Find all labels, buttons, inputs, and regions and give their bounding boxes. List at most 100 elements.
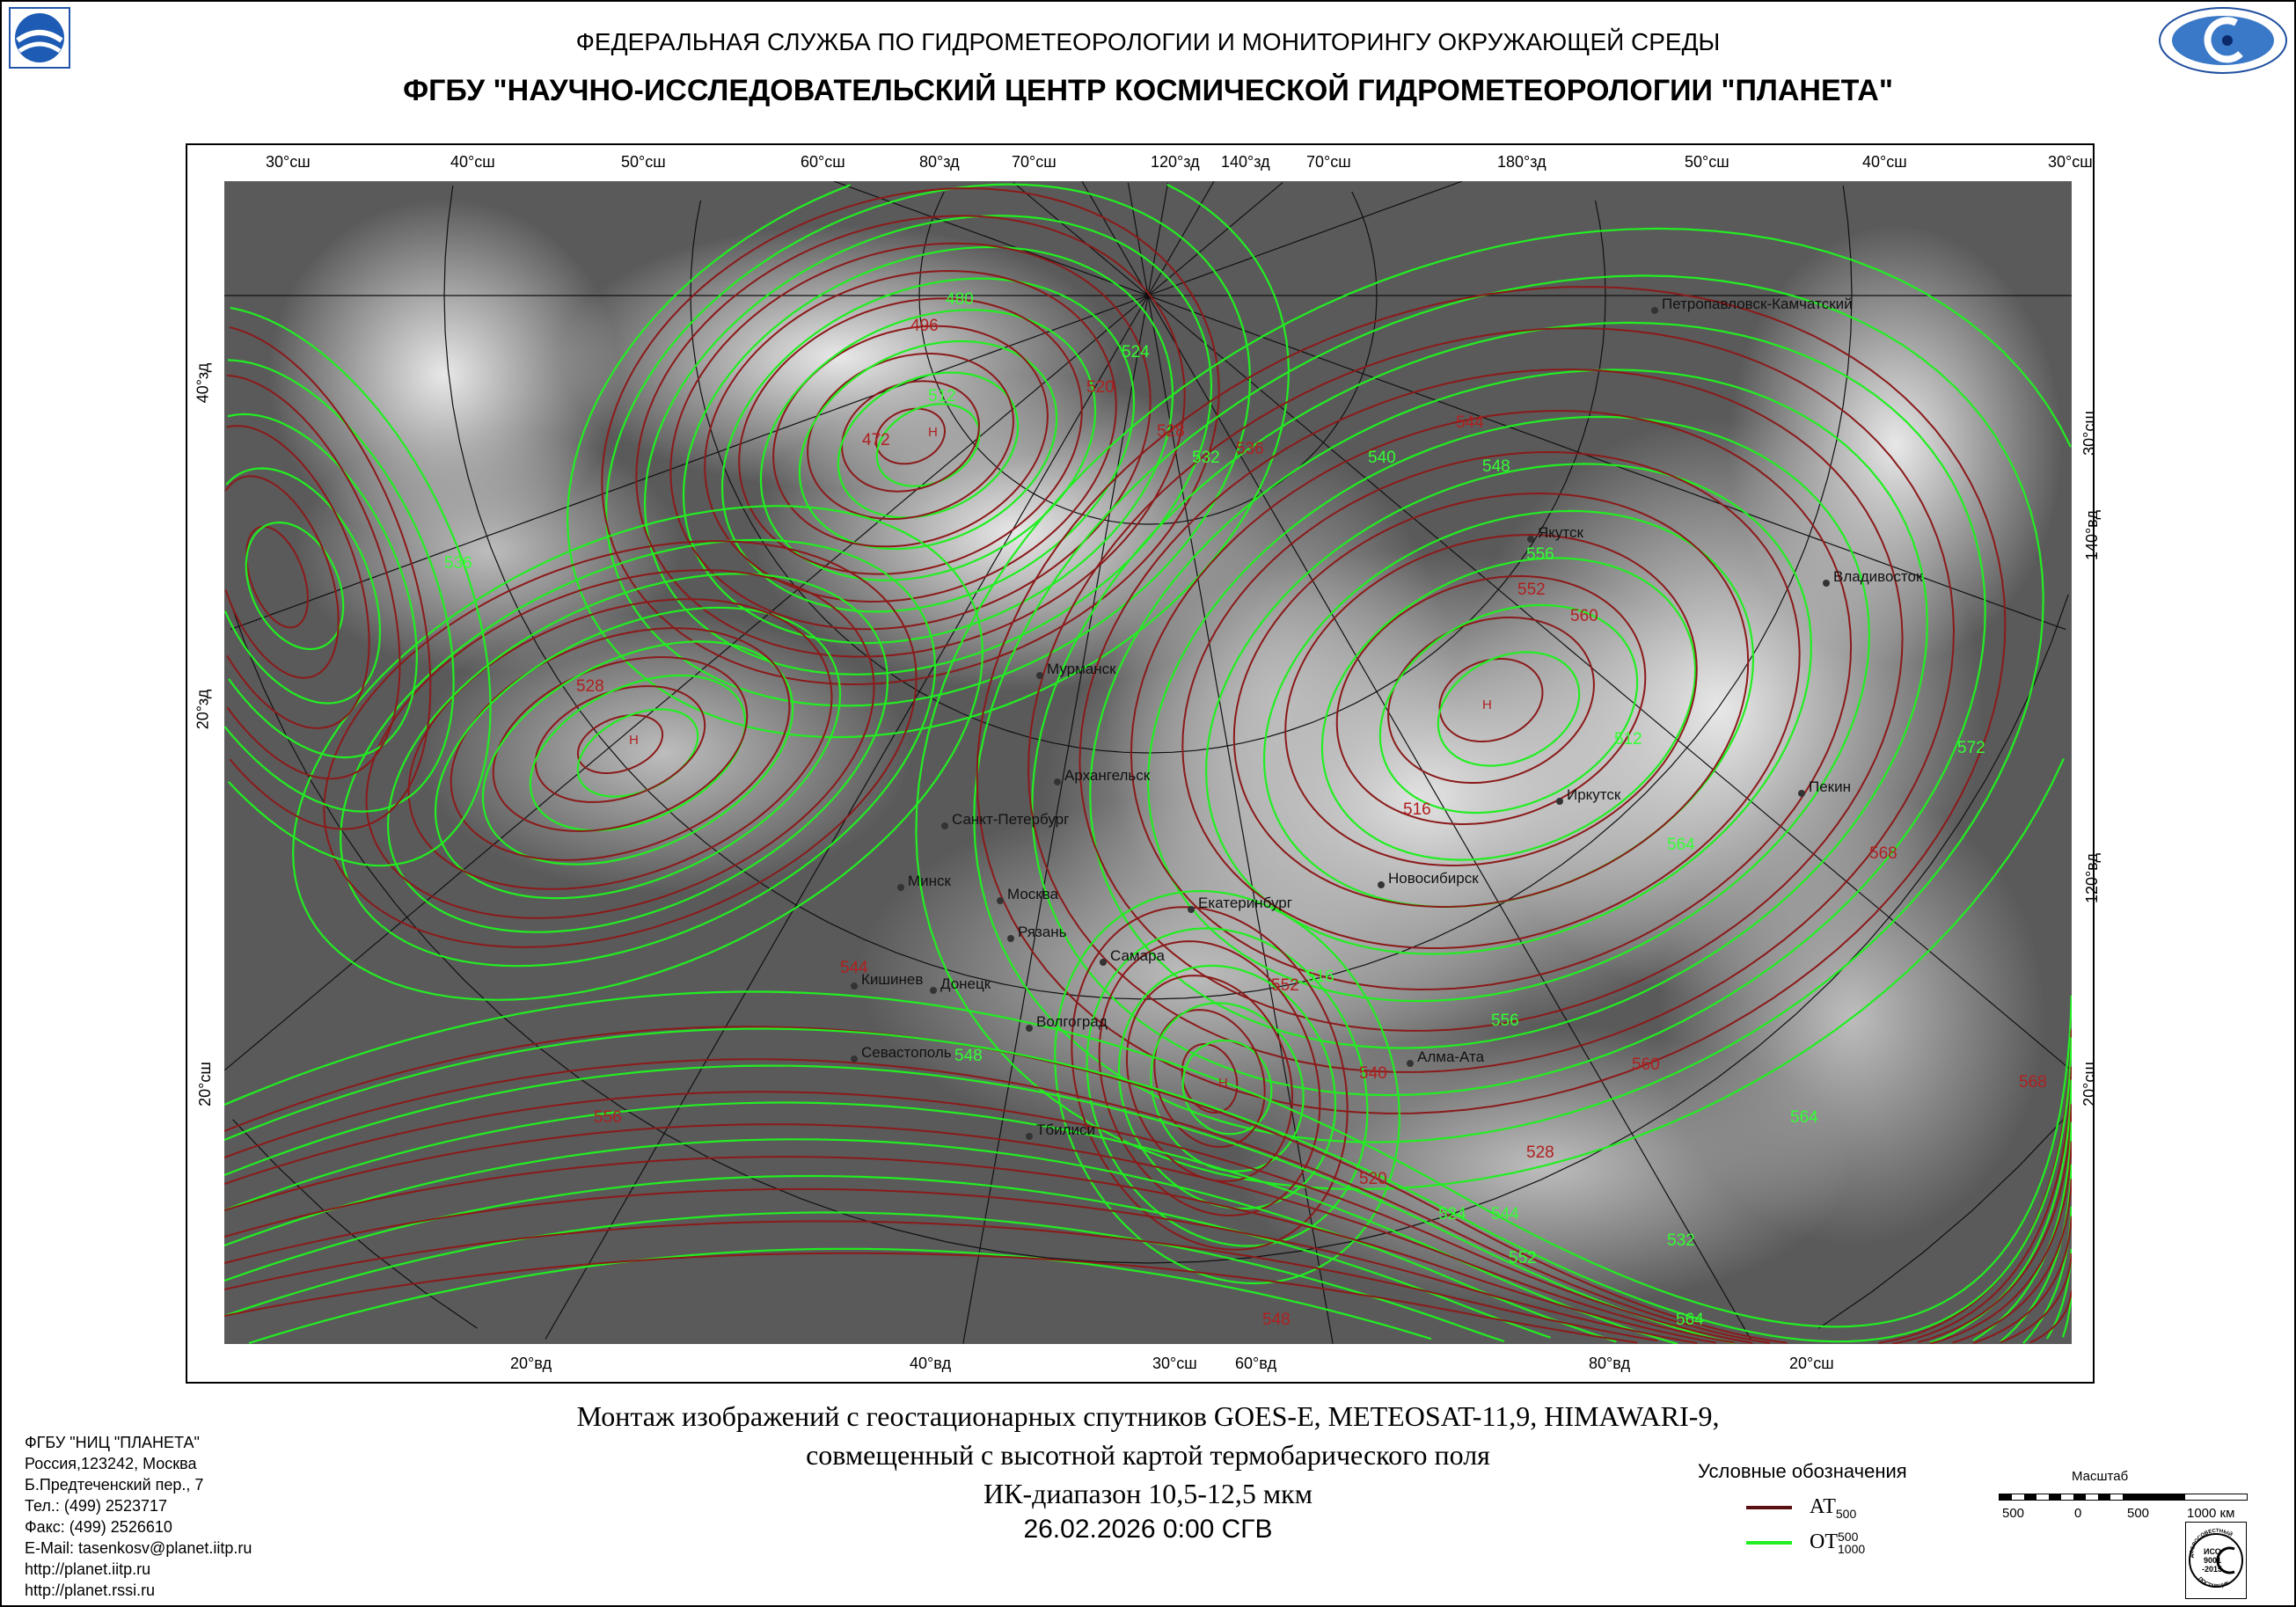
- grid-label-right: 140°вд: [2083, 509, 2102, 561]
- at500-isohypse: [224, 1091, 2072, 1344]
- city-marker: [1100, 959, 1107, 966]
- city-marker: [1054, 778, 1061, 785]
- ot-isoline: [798, 340, 1058, 551]
- city-label: Тбилиси: [1036, 1121, 1095, 1138]
- ot-isoline: [224, 467, 381, 705]
- city-label: Донецк: [940, 975, 991, 992]
- at500-isohypse: [807, 353, 1014, 520]
- city-label: Архангельск: [1064, 767, 1151, 784]
- at500-isohypse: [407, 598, 833, 890]
- at500-value-label: 544: [840, 959, 868, 977]
- at500-isohypse: [704, 269, 1117, 603]
- website-link-1[interactable]: http://planet.iitp.ru: [25, 1560, 151, 1578]
- ot-value-label: 556: [1491, 1012, 1519, 1030]
- ot-isoline: [227, 306, 492, 867]
- city-marker: [1556, 798, 1563, 805]
- city-label: Владивосток: [1833, 568, 1923, 585]
- roshydromet-logo: [9, 7, 70, 69]
- grid-label-top: 40°сш: [1862, 153, 1907, 171]
- at500-isohypse: [1284, 533, 1698, 867]
- address-street: Б.Предтеченский пер., 7: [25, 1476, 204, 1494]
- caption-line-3: ИК-диапазон 10,5-12,5 мкм: [983, 1478, 1313, 1509]
- grid-label-top: 50°сш: [1685, 153, 1729, 171]
- ot-value-label: 544: [1491, 1205, 1519, 1224]
- at500-line-swatch: [1746, 1506, 1792, 1510]
- ot-value-label: 540: [1368, 449, 1396, 467]
- grid-label-right: 120°вд: [2083, 852, 2102, 904]
- at500-value-label: 568: [1869, 844, 1897, 863]
- city-label: Мурманск: [1047, 661, 1116, 677]
- agency-title: ФЕДЕРАЛЬНАЯ СЛУЖБА ПО ГИДРОМЕТЕОРОЛОГИИ …: [575, 28, 1721, 55]
- meridian: [1147, 181, 1283, 296]
- cloud: [295, 427, 682, 674]
- at500-isohypse: [450, 627, 791, 861]
- cloud-layer: [268, 199, 2063, 1307]
- email[interactable]: E-Mail: tasenkosv@planet.iitp.ru: [25, 1539, 252, 1557]
- scale-bar-left: [1999, 1494, 2124, 1501]
- ot-isoline: [566, 183, 1291, 739]
- ot-isoline: [224, 359, 455, 813]
- website-link-2[interactable]: http://planet.rssi.ru: [25, 1581, 156, 1599]
- at500-isohypse: [1071, 906, 1349, 1251]
- ot-value-label: 556: [1526, 545, 1554, 564]
- city-marker: [1527, 536, 1534, 543]
- at500-isohypse: [224, 1156, 2072, 1344]
- city-marker: [930, 987, 937, 994]
- city-label: Москва: [1007, 886, 1059, 902]
- at500-value-label: 544: [1456, 413, 1484, 432]
- at500-value-label: 552: [1517, 581, 1546, 599]
- at500-isohypse: [772, 325, 1049, 548]
- ot-isoline: [604, 183, 1252, 707]
- at500-isohypse: [1232, 492, 1750, 909]
- meridian: [833, 181, 1149, 296]
- at500-isohypse: [245, 525, 309, 629]
- contour-layer: [224, 183, 2072, 1344]
- meridian: [1081, 181, 1149, 296]
- grid-label-top: 40°сш: [450, 153, 495, 171]
- at500-value-label: 528: [1526, 1143, 1554, 1162]
- address-city: Россия,123242, Москва: [25, 1455, 197, 1472]
- ot-value-label: 512: [928, 387, 956, 405]
- ot-isoline: [224, 1027, 2072, 1343]
- ot-value-label: 548: [1482, 457, 1510, 476]
- at500-isohypse: [1387, 617, 1595, 784]
- city-marker: [851, 982, 858, 990]
- map-date: 26.02.2026 0:00 СГВ: [1023, 1515, 1273, 1544]
- iso-text: -2015: [2202, 1565, 2222, 1574]
- satellite-map[interactable]: Мурманск Архангельск Санкт-Петербург Минск М…: [224, 181, 2072, 1344]
- at500-isohypse: [1079, 369, 1904, 1032]
- city-label: Рязань: [1018, 924, 1067, 940]
- parallel: [918, 191, 1378, 525]
- caption-line-1: Монтаж изображений с геостационарных спу…: [576, 1400, 1720, 1432]
- city-label: Екатеринбург: [1198, 895, 1292, 911]
- scale-tick: 0: [2074, 1506, 2082, 1521]
- at500-isohypse: [976, 286, 2007, 1114]
- at500-isohypse: [224, 475, 340, 679]
- ot-isoline: [224, 1138, 2072, 1343]
- at500-isohypse: [1130, 409, 1853, 991]
- grid-label-bottom: 20°вд: [510, 1355, 552, 1372]
- meridian: [1147, 182, 1169, 296]
- meridian: [1147, 295, 2072, 1071]
- ot-isoline: [291, 505, 984, 1001]
- grid-label-bottom: 20°сш: [1789, 1355, 1834, 1372]
- at500-isohypse: [226, 374, 401, 780]
- ot-value-label: 532: [1667, 1231, 1695, 1250]
- city-marker: [1798, 790, 1805, 797]
- city-label: Алма-Ата: [1417, 1048, 1485, 1065]
- ot-value-label: 572: [1957, 739, 1985, 757]
- ot-value-label: 564: [1790, 1108, 1818, 1127]
- city-marker: [1026, 1133, 1033, 1140]
- ot-value-label: 564: [1676, 1311, 1704, 1329]
- grid-label-top: 140°зд: [1221, 153, 1270, 171]
- ot-value-label: 524: [1438, 1205, 1466, 1224]
- ot-isoline: [1437, 651, 1581, 767]
- parallel: [690, 200, 1606, 754]
- at500-isohypse: [323, 540, 918, 948]
- ot-isoline: [1150, 1002, 1305, 1172]
- at500-isohypse: [226, 425, 370, 729]
- ot-isoline: [224, 990, 2072, 1328]
- at500-isohypse: [224, 1187, 2072, 1344]
- grid-label-left: 40°зд: [194, 362, 212, 404]
